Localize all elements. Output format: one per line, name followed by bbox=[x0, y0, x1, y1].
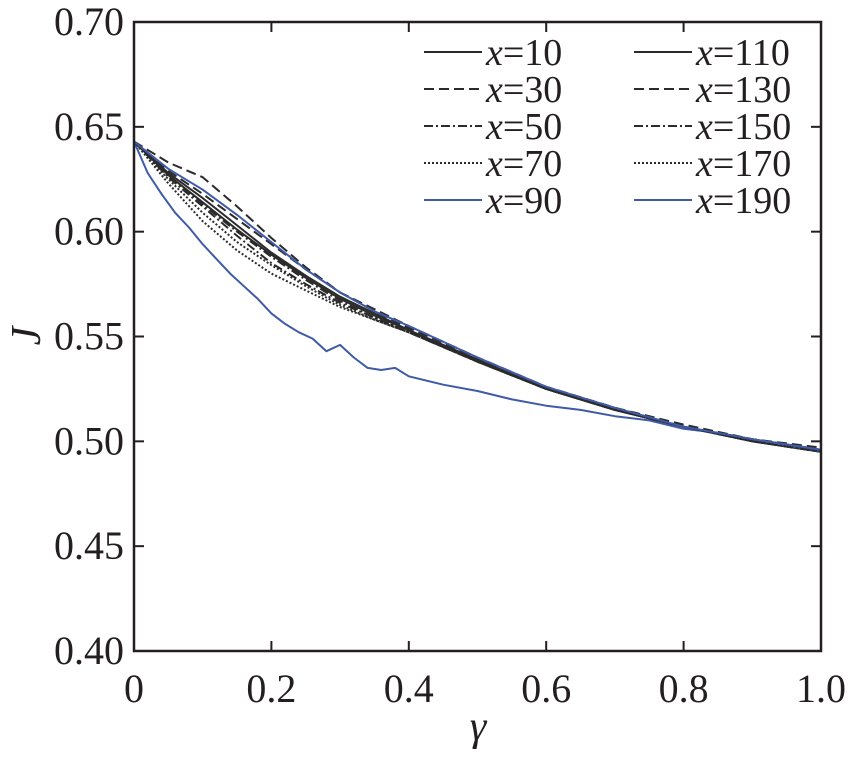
series-layer bbox=[133, 140, 822, 453]
legend-label: x=90 bbox=[485, 180, 562, 222]
legend-label: x=130 bbox=[695, 69, 791, 111]
legend-label: x=110 bbox=[695, 32, 790, 74]
series-line-x-190 bbox=[133, 140, 822, 451]
legend-label: x=50 bbox=[485, 106, 562, 148]
y-tick-label: 0.50 bbox=[54, 418, 124, 463]
y-tick-label: 0.45 bbox=[54, 523, 124, 568]
series-line-x-50 bbox=[133, 140, 822, 453]
x-tick-label: 0 bbox=[124, 666, 144, 711]
series-line-x-130 bbox=[133, 140, 822, 449]
tick-layer: 0 0.2 0.4 0.6 0.8 1.0 0.40 0.45 0.50 0.55 0.60 0.65… bbox=[54, 0, 846, 711]
x-tick-label: 0.6 bbox=[521, 666, 571, 711]
x-tick-label: 0.8 bbox=[659, 666, 709, 711]
x-tick-label: 0.4 bbox=[384, 666, 434, 711]
legend-label: x=70 bbox=[485, 143, 562, 185]
legend-label: x=10 bbox=[485, 32, 562, 74]
x-tick-label: 1.0 bbox=[796, 666, 846, 711]
legend-label: x=150 bbox=[695, 106, 791, 148]
legend-label: x=170 bbox=[695, 143, 791, 185]
legend-label: x=30 bbox=[485, 69, 562, 111]
y-tick-label: 0.65 bbox=[54, 104, 124, 149]
legend: x=10x=30x=50x=70x=90 x=110x=130x=150x=170… bbox=[424, 32, 791, 222]
x-axis-title: γ bbox=[470, 704, 488, 750]
y-tick-label: 0.40 bbox=[54, 628, 124, 673]
series-line-x-90 bbox=[133, 141, 822, 453]
series-line-x-150 bbox=[133, 140, 822, 453]
legend-label: x=190 bbox=[695, 180, 791, 222]
y-tick-label: 0.55 bbox=[54, 314, 124, 359]
y-tick-label: 0.60 bbox=[54, 209, 124, 254]
y-axis-title: J bbox=[4, 324, 50, 345]
x-tick-label: 0.2 bbox=[246, 666, 296, 711]
y-tick-label: 0.70 bbox=[54, 0, 124, 44]
